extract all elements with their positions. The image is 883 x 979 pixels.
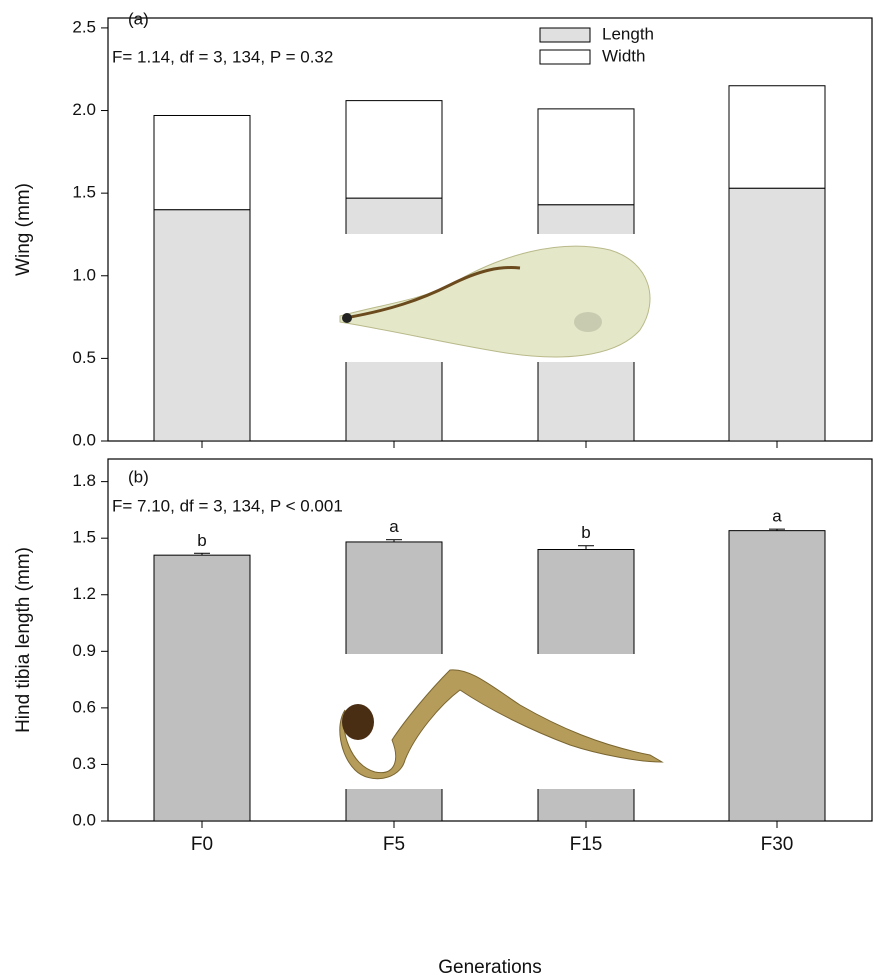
panel-a-frame: [107, 17, 873, 442]
y-tick-label: 0.3: [72, 754, 96, 773]
significance-letter: a: [389, 517, 399, 536]
significance-letter: b: [581, 523, 590, 542]
y-tick-label: 0.0: [72, 810, 96, 829]
panel-b-frame: [107, 458, 873, 822]
significance-letter: a: [772, 507, 782, 526]
legend-swatch: [539, 27, 591, 43]
y-tick-label: 2.5: [72, 17, 96, 36]
y-tick-label: 1.2: [72, 584, 96, 603]
y-tick-label: 0.0: [72, 430, 96, 449]
panel-label: (a): [128, 9, 149, 28]
bar: [153, 554, 251, 822]
bar: [728, 530, 826, 822]
x-tick-label: F15: [570, 834, 603, 855]
y-tick-label: 2.0: [72, 100, 96, 119]
x-tick-label: F30: [761, 834, 794, 855]
y-tick-label: 1.5: [72, 528, 96, 547]
x-tick-label: F5: [383, 834, 405, 855]
bar-segment: [728, 85, 826, 189]
x-axis-title: Generations: [438, 957, 542, 978]
significance-letter: b: [197, 531, 206, 550]
legend-label: Length: [602, 24, 654, 43]
y-tick-label: 1.0: [72, 265, 96, 284]
panel-label: (b): [128, 467, 149, 486]
legend-swatch: [539, 49, 591, 65]
y-axis-title: Hind tibia length (mm): [13, 547, 34, 733]
y-tick-label: 0.9: [72, 641, 96, 660]
y-tick-label: 1.5: [72, 183, 96, 202]
bar-segment: [728, 187, 826, 442]
tibia-inset: [330, 654, 665, 789]
bar-segment: [153, 114, 251, 211]
bar-segment: [153, 209, 251, 442]
y-tick-label: 0.6: [72, 697, 96, 716]
x-tick-label: F0: [191, 834, 213, 855]
bar-segment: [345, 100, 443, 199]
stat-annotation: F= 7.10, df = 3, 134, P < 0.001: [112, 496, 343, 515]
wing-inset: [330, 234, 660, 362]
y-axis-title: Wing (mm): [13, 183, 34, 276]
y-tick-label: 0.5: [72, 348, 96, 367]
y-tick-label: 1.8: [72, 471, 96, 490]
stat-annotation: F= 1.14, df = 3, 134, P = 0.32: [112, 47, 333, 66]
legend-label: Width: [602, 46, 645, 65]
bar-segment: [537, 108, 635, 206]
